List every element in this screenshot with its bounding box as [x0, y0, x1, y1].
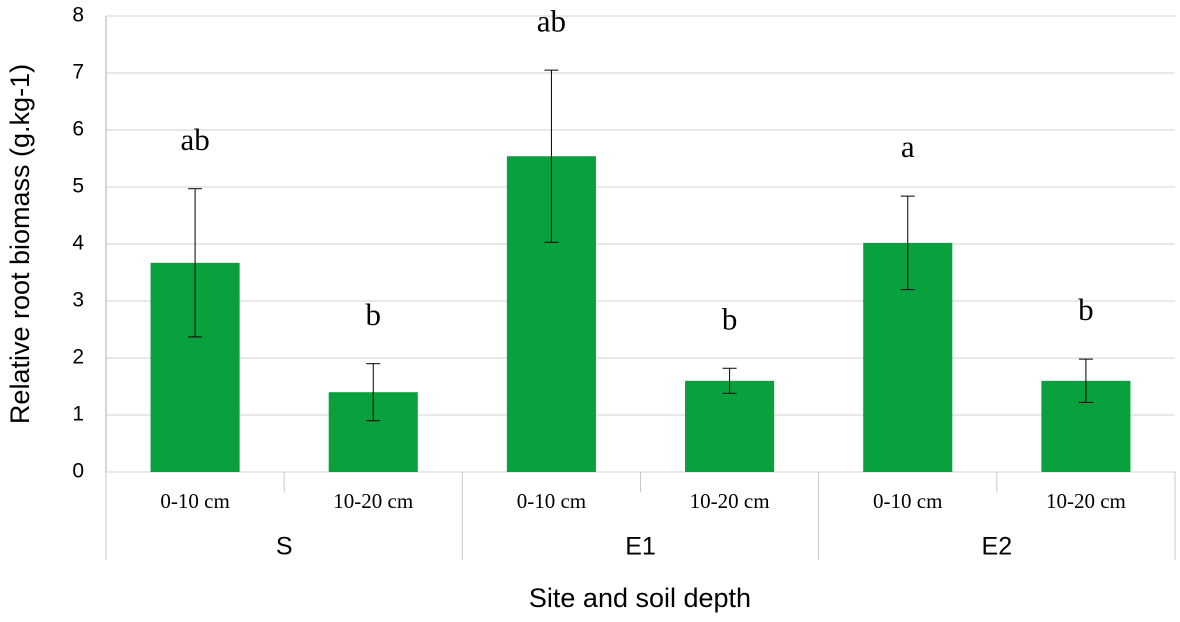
significance-letter: b — [366, 297, 382, 332]
x-axis-title: Site and soil depth — [529, 583, 751, 613]
significance-letter: ab — [537, 3, 566, 38]
y-tick-label: 3 — [72, 289, 84, 312]
significance-letter: b — [722, 301, 738, 336]
group-label: E1 — [625, 533, 656, 561]
bar — [685, 380, 775, 472]
y-tick-label: 6 — [72, 118, 84, 141]
y-tick-label: 8 — [72, 4, 84, 27]
x-tick-label: 10-20 cm — [690, 489, 770, 513]
y-tick-label: 7 — [72, 61, 84, 84]
group-label: E2 — [982, 533, 1013, 561]
significance-letter: ab — [180, 122, 209, 157]
x-tick-label: 10-20 cm — [333, 489, 413, 513]
y-tick-label: 4 — [72, 232, 84, 255]
x-tick-label: 10-20 cm — [1046, 489, 1126, 513]
x-tick-label: 0-10 cm — [873, 489, 942, 513]
x-tick-label: 0-10 cm — [517, 489, 586, 513]
y-tick-label: 5 — [72, 175, 84, 198]
group-label: S — [276, 533, 293, 561]
significance-letter: b — [1078, 292, 1094, 327]
y-tick-label: 1 — [72, 403, 84, 426]
x-tick-label: 0-10 cm — [160, 489, 229, 513]
y-axis-title: Relative root biomass (g.kg-1) — [5, 64, 35, 424]
y-tick-label: 0 — [72, 460, 84, 483]
significance-letter: a — [901, 129, 915, 164]
y-tick-label: 2 — [72, 346, 84, 369]
